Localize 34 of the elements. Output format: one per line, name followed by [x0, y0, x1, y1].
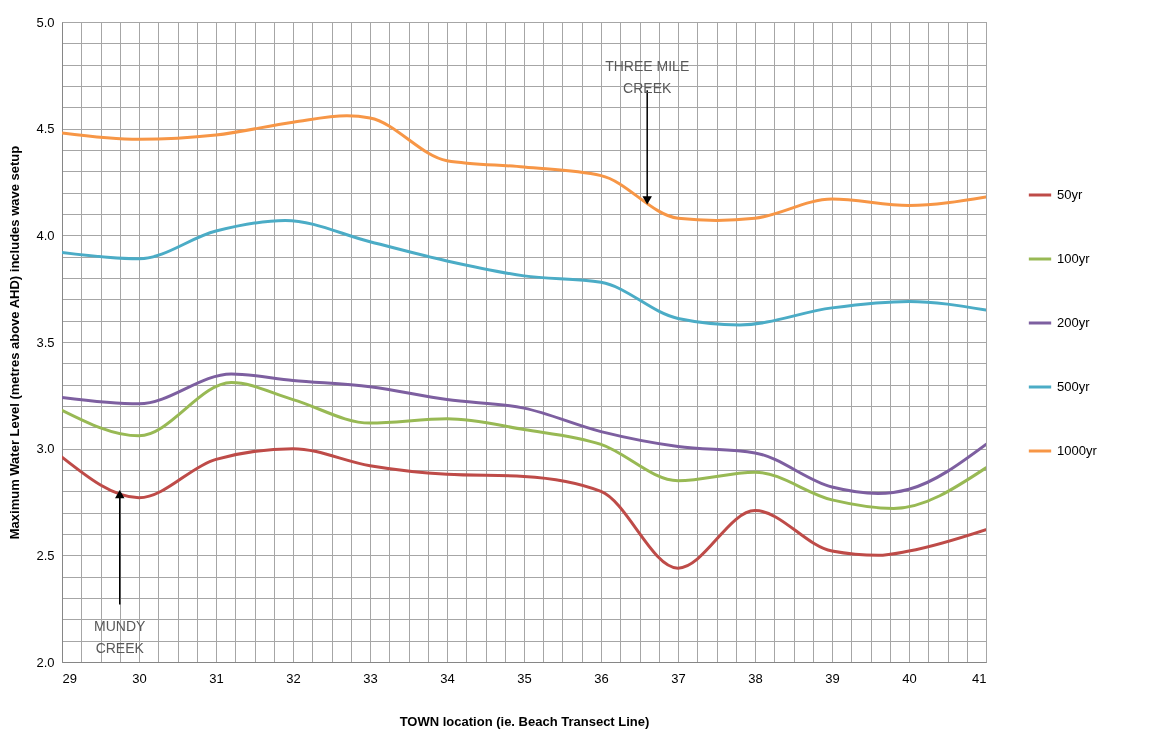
x-tick-label: 39 [825, 670, 840, 686]
x-tick-label: 33 [363, 670, 378, 686]
line-series [62, 218, 986, 327]
x-tick-label: 35 [517, 670, 532, 686]
x-tick-label: 30 [132, 670, 147, 686]
x-tick-label: 29 [62, 670, 77, 686]
legend-label: 500yr [1057, 379, 1091, 394]
y-tick-label: 4.0 [36, 227, 55, 243]
x-tick-label: 38 [748, 670, 763, 686]
line-series [62, 447, 986, 570]
annotation: MUNDY CREEK [94, 618, 147, 657]
legend-label: 200yr [1057, 315, 1091, 330]
y-tick-label: 5.0 [36, 14, 55, 30]
legend-label: 50yr [1057, 187, 1083, 202]
legend-label: 1000yr [1057, 443, 1098, 458]
y-tick-label: 2.0 [36, 654, 55, 670]
line-series [62, 381, 986, 510]
x-tick-label: 41 [972, 670, 987, 686]
y-tick-label: 4.5 [36, 121, 55, 137]
x-tick-label: 40 [902, 670, 917, 686]
y-tick-label: 3.0 [36, 441, 55, 457]
line-series [62, 372, 986, 495]
y-axis-title: Maximum Water Level (metres above AHD) includes wave setup [7, 145, 23, 540]
y-tick-label: 2.5 [36, 547, 55, 563]
x-tick-label: 34 [440, 670, 455, 686]
legend-label: 100yr [1057, 251, 1091, 266]
x-tick-label: 32 [286, 670, 301, 686]
x-tick-label: 36 [594, 670, 609, 686]
x-tick-label: 37 [671, 670, 686, 686]
x-axis-title: TOWN location (ie. Beach Transect Line) [399, 713, 650, 729]
line-series [62, 114, 986, 222]
x-tick-label: 31 [209, 670, 224, 686]
y-tick-label: 3.5 [36, 334, 55, 350]
annotation: THREE MILE CREEK [605, 58, 690, 97]
